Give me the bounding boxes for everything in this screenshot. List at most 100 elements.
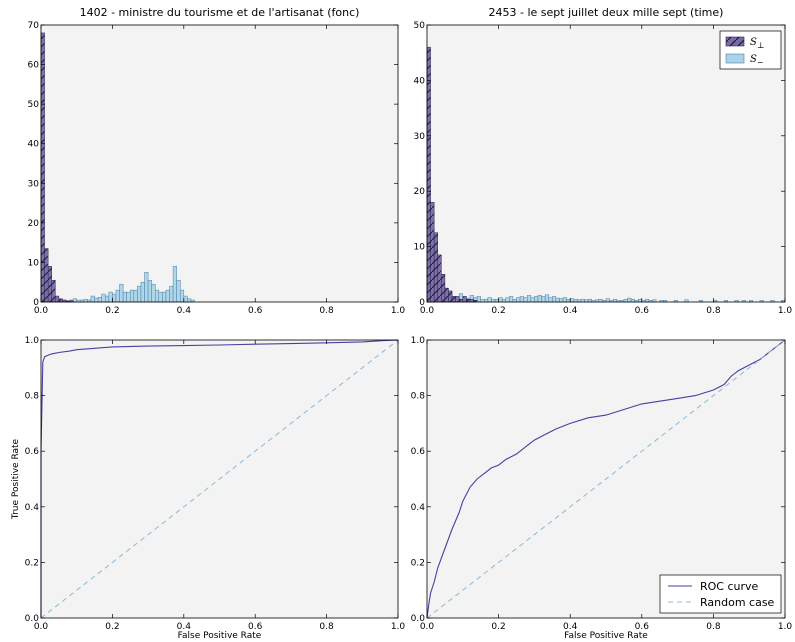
- bar-s-minus-18: [491, 298, 496, 303]
- bar-s-minus-43: [580, 298, 585, 303]
- legend-label-0: ROC curve: [700, 580, 759, 593]
- plot-area: [427, 25, 785, 302]
- x-tick-label: 0.0: [420, 622, 435, 632]
- bar-s-minus-39: [179, 289, 185, 303]
- bar-s-minus-25: [516, 297, 521, 303]
- y-tick-label: 50: [28, 100, 40, 110]
- y-tick-label: 0: [33, 298, 39, 308]
- bar-s-minus-16: [484, 298, 489, 303]
- x-tick-label: 0.6: [635, 622, 650, 632]
- bar-s-minus-26: [519, 296, 524, 303]
- bar-s-minus-59: [637, 298, 643, 303]
- bar-s-minus-27: [523, 297, 528, 303]
- x-axis-label: False Positive Rate: [564, 631, 648, 641]
- x-tick-label: 0.2: [491, 622, 505, 632]
- y-axis-label: True Positive Rate: [11, 438, 21, 520]
- bar-s-minus-21: [501, 298, 507, 303]
- legend-label-1: S−: [750, 54, 764, 67]
- bar-s-minus-35: [552, 296, 557, 303]
- x-tick-label: 0.4: [563, 306, 578, 316]
- bar-s-perp-5: [444, 287, 449, 303]
- x-tick-label: 1.0: [778, 306, 793, 316]
- legend-label-sub: ⊥: [757, 41, 765, 50]
- chart-panel-1: 0.0 0.2 0.4 0.6 0.8 1.0 0 10 20 30 40 50 60 70 1402 - …: [28, 6, 406, 316]
- bar-s-minus-34: [162, 291, 167, 303]
- x-tick-label: 0.2: [491, 306, 505, 316]
- bar-s-minus-19: [494, 298, 499, 303]
- bar-s-perp-5: [58, 298, 63, 303]
- chart-title: 2453 - le sept juillet deux mille sept (…: [489, 6, 724, 19]
- bar-s-minus-55: [623, 298, 628, 303]
- bar-s-minus-35: [165, 289, 170, 303]
- legend-label-1: Random case: [700, 596, 775, 609]
- axes-frame: [40, 339, 399, 619]
- y-tick-label: 20: [28, 219, 40, 229]
- bar-s-minus-57: [630, 298, 635, 303]
- y-tick-label: 10: [414, 243, 426, 253]
- bar-s-minus-20: [112, 293, 117, 303]
- bar-s-minus-33: [544, 294, 549, 303]
- x-axis-label: False Positive Rate: [178, 631, 262, 641]
- chart-panel-2: 0.0 0.2 0.4 0.6 0.8 1.0 0 10 20 30 40 50 2453 - le s…: [414, 6, 793, 316]
- x-tick-label: 0.0: [34, 622, 49, 632]
- bar-s-minus-32: [541, 296, 546, 303]
- bar-s-minus-40: [569, 298, 575, 303]
- legend-box: [659, 574, 782, 614]
- bar-s-perp-1: [44, 248, 49, 303]
- bar-s-minus-15: [94, 297, 99, 303]
- legend-swatch-s-perp: [725, 36, 745, 47]
- y-tick-label: 20: [414, 187, 426, 197]
- y-tick-label: 40: [414, 76, 426, 86]
- legend-swatch-s-minus: [725, 53, 745, 64]
- legend-label-main: S: [750, 54, 757, 65]
- roc-curve-line: [426, 339, 786, 619]
- y-tick-label: 1.0: [25, 336, 40, 346]
- bar-s-perp-11: [466, 298, 471, 303]
- x-tick-label: 0.6: [248, 306, 263, 316]
- bar-s-minus-12: [83, 298, 88, 303]
- x-tick-label: 0.8: [319, 622, 334, 632]
- y-tick-label: 0.0: [411, 614, 426, 624]
- bar-s-minus-36: [169, 285, 174, 303]
- bar-s-minus-25: [130, 289, 135, 303]
- bar-s-minus-36: [555, 297, 560, 303]
- chart-panel-4: 0.0 0.2 0.4 0.6 0.8 1.0 0.0 0.2 0.4 0.6 0.8 1.0 Fals…: [411, 336, 793, 641]
- x-tick-label: 0.8: [319, 306, 334, 316]
- bar-s-perp-7: [451, 296, 456, 303]
- bar-s-minus-39: [566, 298, 571, 303]
- bar-s-perp-3: [437, 254, 442, 303]
- y-tick-label: 0.6: [411, 447, 426, 457]
- bar-s-perp-8: [455, 296, 460, 303]
- bar-s-minus-28: [140, 281, 145, 303]
- y-tick-label: 30: [414, 132, 426, 142]
- bar-s-minus-61: [645, 298, 650, 303]
- random-case-line: [40, 339, 399, 619]
- y-tick-label: 0.0: [25, 614, 40, 624]
- y-tick-label: 1.0: [411, 336, 426, 346]
- bar-s-minus-20: [498, 297, 503, 303]
- bar-s-perp-10: [462, 296, 467, 303]
- bar-s-minus-17: [101, 293, 106, 303]
- legend-label-sub: −: [757, 58, 764, 67]
- bar-s-perp-9: [458, 298, 464, 303]
- bar-s-perp-0: [40, 32, 45, 303]
- bar-s-minus-56: [627, 297, 632, 303]
- bar-s-minus-29: [144, 272, 149, 303]
- chart-title: 1402 - ministre du tourisme et de l'arti…: [80, 6, 360, 19]
- y-tick-label: 50: [414, 21, 426, 31]
- bar-s-perp-1: [430, 202, 435, 303]
- bar-s-minus-27: [137, 285, 142, 303]
- bar-s-minus-41: [573, 298, 578, 303]
- bar-s-minus-52: [612, 298, 617, 303]
- y-tick-label: 40: [28, 140, 40, 150]
- bar-s-minus-30: [147, 279, 152, 303]
- x-tick-label: 1.0: [391, 622, 406, 632]
- legend: S⊥ S−: [719, 30, 782, 70]
- y-tick-label: 0.2: [411, 558, 425, 568]
- bar-s-perp-4: [441, 274, 446, 303]
- bar-s-minus-15: [480, 298, 485, 303]
- legend-label-0: S⊥: [750, 37, 764, 50]
- bar-s-minus-37: [172, 266, 177, 303]
- y-tick-label: 0.4: [25, 503, 40, 513]
